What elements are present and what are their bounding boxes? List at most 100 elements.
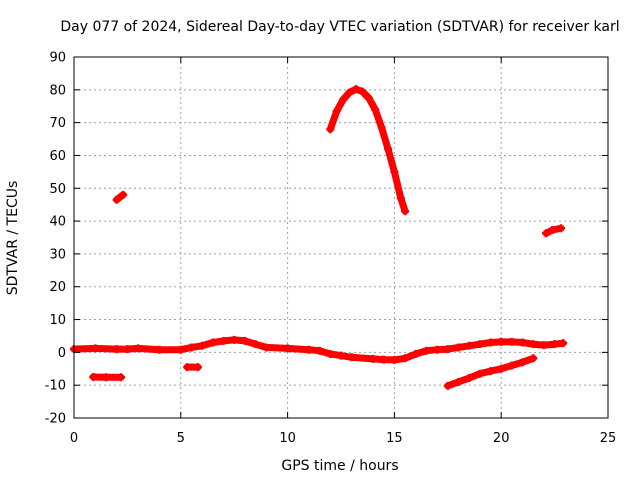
data-point (332, 107, 341, 116)
x-axis: 0 5 10 15 20 25 (70, 57, 616, 446)
y-tick-label: 70 (49, 116, 66, 131)
data-point (433, 345, 442, 354)
data-point (548, 225, 557, 234)
data-point (465, 341, 474, 350)
grid (74, 57, 608, 418)
x-tick-label: 15 (386, 431, 403, 446)
y-axis-label: SDTVAR / TECUs (5, 181, 21, 296)
y-tick-label: 10 (49, 313, 66, 328)
data-point (262, 343, 271, 352)
data-point (304, 345, 313, 354)
data-point (369, 354, 378, 363)
data-point (539, 341, 548, 350)
data-point (134, 344, 143, 353)
data-point (371, 105, 380, 114)
data-point (187, 343, 196, 352)
y-tick-label: 80 (49, 83, 66, 98)
data-point (379, 355, 388, 364)
data-point (390, 355, 399, 364)
data-point (112, 195, 121, 204)
x-axis-label: GPS time / hours (281, 458, 398, 474)
data-point (91, 344, 100, 353)
data-point (315, 346, 324, 355)
series-baseline (70, 336, 567, 364)
data-point (377, 123, 386, 132)
data-point (557, 224, 566, 233)
data-point (559, 339, 568, 348)
data-point (339, 95, 348, 104)
x-tick-label: 0 (70, 431, 78, 446)
data-point (358, 87, 367, 96)
data-point (486, 338, 495, 347)
data-series (70, 85, 568, 390)
y-axis: -20 -10 0 10 20 30 40 50 60 70 80 90 (45, 51, 608, 427)
data-point (219, 336, 228, 345)
series-arc (326, 85, 409, 215)
data-point (401, 354, 410, 363)
x-tick-label: 5 (177, 431, 185, 446)
x-tick-label: 25 (600, 431, 617, 446)
data-point (465, 373, 474, 382)
y-tick-label: -10 (45, 379, 66, 394)
data-point (345, 88, 354, 97)
data-point (89, 372, 98, 381)
data-point (454, 343, 463, 352)
y-tick-label: 30 (49, 247, 66, 262)
data-point (123, 345, 132, 354)
data-point (518, 338, 527, 347)
data-point (454, 377, 463, 386)
data-point (497, 364, 506, 373)
data-point (155, 345, 164, 354)
data-point (119, 190, 128, 199)
data-point (486, 367, 495, 376)
data-point (193, 363, 202, 372)
data-point (337, 351, 345, 360)
x-tick-label: 20 (493, 431, 510, 446)
data-point (251, 340, 260, 349)
data-point (443, 345, 452, 354)
data-point (347, 353, 356, 362)
data-point (529, 340, 538, 349)
data-point (230, 335, 239, 344)
data-point (518, 358, 527, 367)
data-point (497, 337, 506, 346)
data-point (198, 341, 207, 350)
data-point (364, 94, 373, 103)
data-point (183, 363, 192, 372)
data-point (116, 373, 125, 382)
data-point (475, 369, 484, 378)
y-tick-label: -20 (45, 412, 66, 427)
data-point (411, 350, 420, 359)
data-point (326, 125, 335, 134)
data-point (383, 144, 392, 153)
data-point (475, 340, 484, 349)
data-point (507, 337, 516, 346)
data-point (208, 338, 217, 347)
plot-frame (73, 56, 609, 419)
y-tick-label: 20 (49, 280, 66, 295)
data-point (112, 345, 121, 354)
y-tick-label: 50 (49, 182, 66, 197)
data-point (283, 344, 292, 353)
data-point (550, 340, 559, 349)
y-tick-label: 40 (49, 215, 66, 230)
chart-title: Day 077 of 2024, Sidereal Day-to-day VTE… (60, 19, 619, 35)
y-tick-label: 0 (58, 346, 66, 361)
data-point (529, 354, 538, 363)
data-point (443, 381, 452, 390)
data-point (102, 373, 111, 382)
data-point (390, 167, 399, 176)
data-point (401, 207, 410, 216)
data-point (542, 229, 551, 238)
data-point (176, 345, 185, 354)
y-tick-label: 60 (49, 149, 66, 164)
data-point (240, 336, 249, 345)
y-tick-label: 90 (49, 51, 66, 66)
x-tick-label: 10 (279, 431, 296, 446)
data-point (351, 85, 360, 94)
data-point (326, 350, 335, 359)
data-point (507, 361, 516, 370)
data-point (396, 194, 405, 203)
data-point (422, 346, 431, 355)
